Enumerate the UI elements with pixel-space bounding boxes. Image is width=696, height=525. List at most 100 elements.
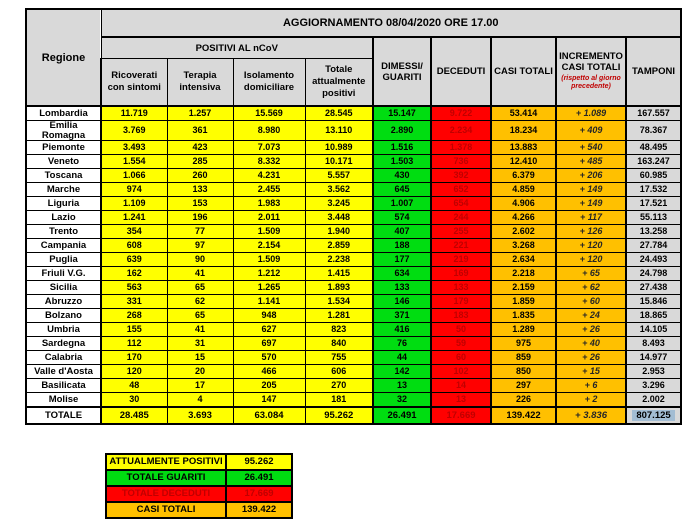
cell-isolamento-domiciliare: 1.265 bbox=[232, 280, 306, 295]
cell-casi-totali: 2.159 bbox=[490, 280, 557, 295]
cell-casi-totali: 3.268 bbox=[490, 238, 557, 253]
cell-incremento: + 120 bbox=[555, 238, 627, 253]
cell-totale-attualmente-positivi: 823 bbox=[304, 322, 374, 337]
cell-terapia-intensiva: 41 bbox=[166, 266, 234, 281]
cell-dimessi-guariti: 44 bbox=[372, 350, 432, 365]
cell-terapia-intensiva: 15 bbox=[166, 350, 234, 365]
cell-terapia-intensiva: 153 bbox=[166, 196, 234, 211]
table-row: Piemonte 3.493 423 7.073 10.989 1.516 1.378 13.… bbox=[25, 140, 682, 155]
cell-ricoverati-con-sintomi: 3.769 bbox=[100, 120, 168, 141]
totale-positivi-header: Totale attualmente positivi bbox=[304, 58, 374, 107]
region-name: Trento bbox=[25, 224, 102, 239]
cell-dimessi-guariti: 188 bbox=[372, 238, 432, 253]
cell-terapia-intensiva: 41 bbox=[166, 322, 234, 337]
region-name: Lazio bbox=[25, 210, 102, 225]
cell-tamponi: 15.846 bbox=[625, 294, 682, 309]
cell-deceduti: 244 bbox=[430, 210, 492, 225]
cell-totale-attualmente-positivi: 606 bbox=[304, 364, 374, 379]
cell-deceduti: 102 bbox=[430, 364, 492, 379]
cell-totale-attualmente-positivi: 3.562 bbox=[304, 182, 374, 197]
cell-isolamento-domiciliare: 15.569 bbox=[232, 105, 306, 121]
cell-terapia-intensiva: 196 bbox=[166, 210, 234, 225]
incremento-header-title: INCREMENTO CASI TOTALI bbox=[559, 51, 623, 73]
cell-terapia-intensiva: 260 bbox=[166, 168, 234, 183]
cell-totale-attualmente-positivi: 1.281 bbox=[304, 308, 374, 323]
cell-incremento: + 126 bbox=[555, 224, 627, 239]
table-row: Marche 974 133 2.455 3.562 645 652 4.859 + 149 17… bbox=[25, 182, 682, 197]
cell-deceduti: 1.378 bbox=[430, 140, 492, 155]
region-name: Lombardia bbox=[25, 105, 102, 121]
cell-ricoverati-con-sintomi: 608 bbox=[100, 238, 168, 253]
cell-totale-attualmente-positivi: 181 bbox=[304, 392, 374, 408]
cell-tamponi: 163.247 bbox=[625, 154, 682, 169]
cell-casi-totali: 2.218 bbox=[490, 266, 557, 281]
table-row: Puglia 639 90 1.509 2.238 177 219 2.634 + 120 24.… bbox=[25, 252, 682, 267]
cell-tamponi: 78.367 bbox=[625, 120, 682, 141]
cell-deceduti: 654 bbox=[430, 196, 492, 211]
cell-ricoverati-con-sintomi: 1.109 bbox=[100, 196, 168, 211]
table-row: Campania 608 97 2.154 2.859 188 221 3.268 + 120 2… bbox=[25, 238, 682, 253]
cell-terapia-intensiva: 133 bbox=[166, 182, 234, 197]
deceduti-header: DECEDUTI bbox=[430, 36, 492, 107]
cell-deceduti: 169 bbox=[430, 266, 492, 281]
cell-isolamento-domiciliare: 2.011 bbox=[232, 210, 306, 225]
region-name: Basilicata bbox=[25, 378, 102, 393]
summary-row: CASI TOTALI 139.422 bbox=[105, 501, 293, 519]
cell-totale-attualmente-positivi: 1.415 bbox=[304, 266, 374, 281]
cell-terapia-intensiva: 65 bbox=[166, 280, 234, 295]
cell-dimessi-guariti: 645 bbox=[372, 182, 432, 197]
table-row: Molise 30 4 147 181 32 13 226 + 2 2.002 bbox=[25, 392, 682, 408]
cell-casi-totali: 859 bbox=[490, 350, 557, 365]
cell-terapia-intensiva: 97 bbox=[166, 238, 234, 253]
cell-casi-totali: 4.859 bbox=[490, 182, 557, 197]
table-row: Valle d'Aosta 120 20 466 606 142 102 850 + 15 2.9… bbox=[25, 364, 682, 379]
dimessi-guariti-header: DIMESSI/ GUARITI bbox=[372, 36, 432, 107]
cell-dimessi-guariti: 416 bbox=[372, 322, 432, 337]
table-row: Basilicata 48 17 205 270 13 14 297 + 6 3.296 bbox=[25, 378, 682, 393]
cell-isolamento-domiciliare: 948 bbox=[232, 308, 306, 323]
cell-incremento: + 120 bbox=[555, 252, 627, 267]
cell-incremento: + 117 bbox=[555, 210, 627, 225]
casi-totali-header: CASI TOTALI bbox=[490, 36, 557, 107]
cell-isolamento-domiciliare: 2.455 bbox=[232, 182, 306, 197]
cell-deceduti: 255 bbox=[430, 224, 492, 239]
cell-dimessi-guariti: 133 bbox=[372, 280, 432, 295]
cell-terapia-intensiva: 65 bbox=[166, 308, 234, 323]
cell-totale-attualmente-positivi: 2.859 bbox=[304, 238, 374, 253]
cell-casi-totali: 4.906 bbox=[490, 196, 557, 211]
update-title: AGGIORNAMENTO 08/04/2020 ORE 17.00 bbox=[100, 8, 682, 38]
region-name: Bolzano bbox=[25, 308, 102, 323]
cell-casi-totali: 139.422 bbox=[490, 406, 557, 425]
cell-deceduti: 219 bbox=[430, 252, 492, 267]
cell-incremento: + 26 bbox=[555, 322, 627, 337]
cell-isolamento-domiciliare: 147 bbox=[232, 392, 306, 408]
cell-totale-attualmente-positivi: 3.245 bbox=[304, 196, 374, 211]
summary-label: TOTALE DECEDUTI bbox=[105, 485, 227, 503]
cell-isolamento-domiciliare: 4.231 bbox=[232, 168, 306, 183]
cell-totale-attualmente-positivi: 10.989 bbox=[304, 140, 374, 155]
positivi-group-header: POSITIVI AL nCoV bbox=[100, 36, 374, 59]
table-row: Abruzzo 331 62 1.141 1.534 146 179 1.859 + 60 15.… bbox=[25, 294, 682, 309]
region-name: Umbria bbox=[25, 322, 102, 337]
totale-row: TOTALE 28.485 3.693 63.084 95.262 26.491 17.66… bbox=[25, 406, 682, 425]
cell-totale-attualmente-positivi: 1.534 bbox=[304, 294, 374, 309]
region-name: Sicilia bbox=[25, 280, 102, 295]
cell-ricoverati-con-sintomi: 48 bbox=[100, 378, 168, 393]
cell-isolamento-domiciliare: 570 bbox=[232, 350, 306, 365]
cell-tamponi: 24.798 bbox=[625, 266, 682, 281]
cell-ricoverati-con-sintomi: 3.493 bbox=[100, 140, 168, 155]
cell-incremento: + 62 bbox=[555, 280, 627, 295]
cell-deceduti: 183 bbox=[430, 308, 492, 323]
cell-casi-totali: 850 bbox=[490, 364, 557, 379]
cell-ricoverati-con-sintomi: 28.485 bbox=[100, 406, 168, 425]
cell-ricoverati-con-sintomi: 354 bbox=[100, 224, 168, 239]
summary-row: TOTALE GUARITI 26.491 bbox=[105, 469, 293, 487]
cell-totale-attualmente-positivi: 13.110 bbox=[304, 120, 374, 141]
cell-isolamento-domiciliare: 1.983 bbox=[232, 196, 306, 211]
cell-tamponi: 8.493 bbox=[625, 336, 682, 351]
cell-deceduti: 736 bbox=[430, 154, 492, 169]
cell-tamponi: 2.002 bbox=[625, 392, 682, 408]
cell-terapia-intensiva: 90 bbox=[166, 252, 234, 267]
cell-terapia-intensiva: 361 bbox=[166, 120, 234, 141]
cell-tamponi: 17.521 bbox=[625, 196, 682, 211]
